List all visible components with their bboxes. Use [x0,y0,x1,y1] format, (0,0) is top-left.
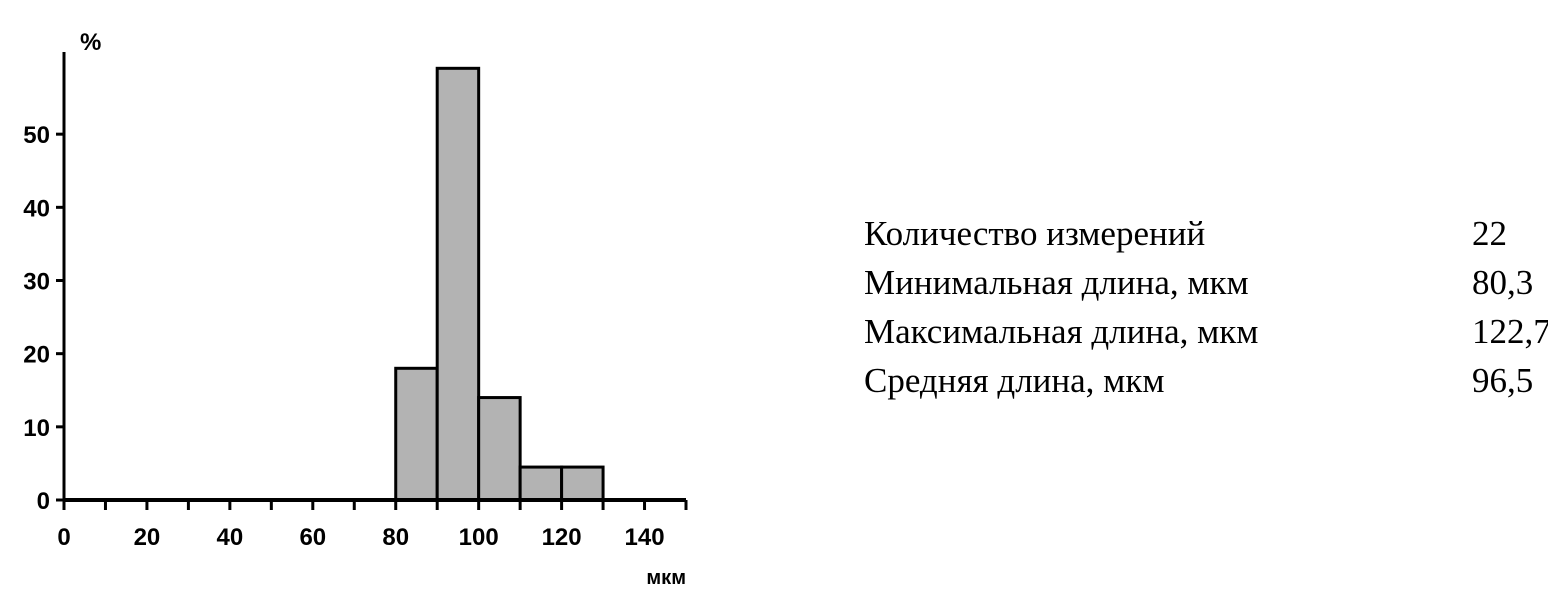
stat-row-count: Количество измерений 22 [864,214,1548,263]
y-tick-label: 10 [23,415,50,442]
stat-row-mean-length: Средняя длина, мкм 96,5 [864,361,1548,410]
x-tick-label: 140 [625,524,665,551]
y-tick-label: 0 [37,488,50,515]
histogram-bar [560,465,605,502]
y-tick-label: 50 [23,122,50,149]
y-tick-label: 30 [23,269,50,296]
x-tick-label: 60 [299,524,326,551]
y-tick-label: 20 [23,342,50,369]
stat-value: 22 [1472,214,1507,253]
x-tick-label: 40 [217,524,244,551]
histogram-bar [518,465,564,502]
histogram-bar [477,396,522,502]
x-tick-label: 20 [134,524,161,551]
x-tick-label: 80 [382,524,409,551]
histogram-chart: 0 20 40 60 80 100 120 140 0 10 20 30 40 50% мкм [23,29,688,589]
x-axis-label: мкм [646,567,686,589]
stat-value: 80,3 [1472,263,1534,302]
stat-label: Средняя длина, мкм [864,361,1165,400]
x-tick-label: 0 [57,524,70,551]
stat-value: 96,5 [1472,361,1534,400]
x-tick-label: 120 [542,524,582,551]
stat-row-min-length: Минимальная длина, мкм 80,3 [864,263,1548,312]
histogram-bar [435,66,481,502]
x-tick-label: 100 [459,524,499,551]
stat-label: Количество измерений [864,214,1206,253]
stat-row-max-length: Максимальная длина, мкм 122,7 [864,312,1548,361]
stat-label: Максимальная длина, мкм [864,312,1259,351]
y-axis-label: % [80,29,101,56]
histogram-bar [394,366,439,502]
stats-table: Количество измерений 22 Минимальная длин… [864,214,1548,410]
y-tick-label: 40 [23,195,50,222]
stat-value: 122,7 [1472,312,1548,351]
stat-label: Минимальная длина, мкм [864,263,1249,302]
